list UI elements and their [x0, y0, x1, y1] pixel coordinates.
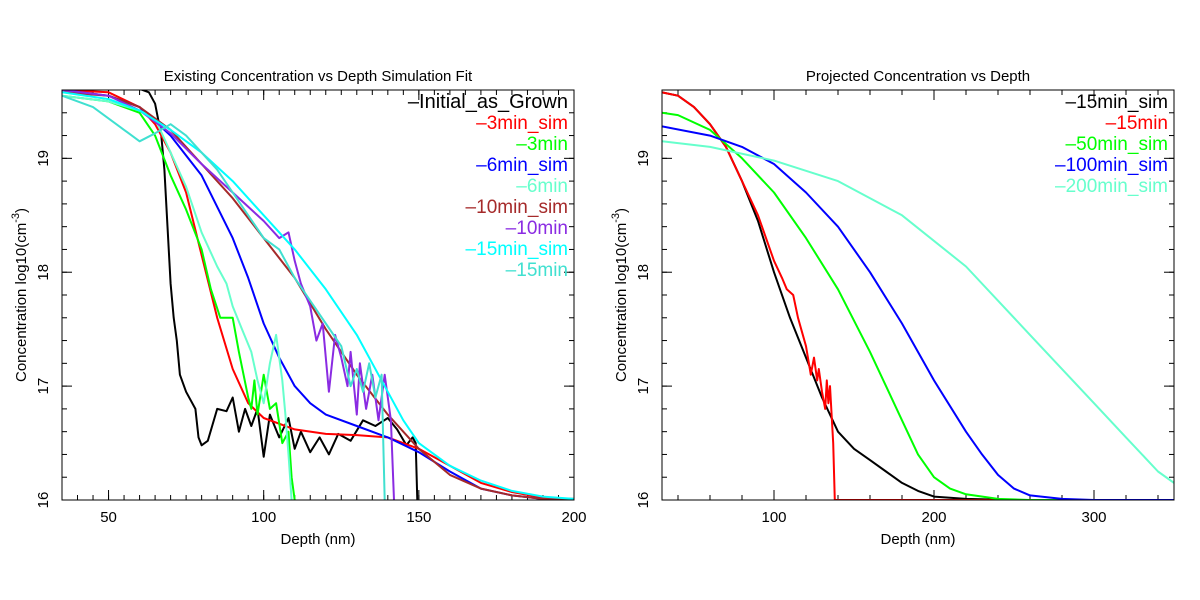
legend-swatch: –	[516, 134, 527, 155]
legend-swatch: –	[1055, 176, 1066, 197]
series-line-15min	[662, 91, 1174, 500]
legend-entry: –3min_sim	[476, 113, 568, 134]
legend-label: 10min	[516, 218, 568, 239]
y-tick-label: 19	[635, 150, 652, 167]
legend-label: 3min	[527, 134, 568, 155]
y-tick-label: 16	[635, 492, 652, 509]
y-tick-label: 18	[35, 264, 52, 281]
legend-entry: –15min_sim	[1066, 92, 1168, 113]
legend-swatch: –	[1106, 113, 1117, 134]
legend-label: 15min_sim	[1076, 92, 1168, 113]
y-axis-label-close: )	[13, 208, 30, 213]
legend-label: 6min	[527, 176, 568, 197]
y-axis-label: Concentration log10(cm-3)	[10, 208, 30, 382]
series-line-3min	[62, 94, 296, 500]
legend-label: Initial_as_Grown	[419, 91, 568, 113]
x-tick-label: 200	[921, 509, 946, 526]
x-tick-label: 200	[561, 509, 586, 526]
legend-swatch: –	[506, 218, 517, 239]
x-tick-label: 300	[1081, 509, 1106, 526]
y-axis-label-sup: -3	[610, 213, 622, 223]
legend-swatch: –	[516, 176, 527, 197]
y-tick-label: 16	[35, 492, 52, 509]
legend-swatch: –	[466, 239, 477, 260]
plot-frame	[661, 89, 1175, 501]
series-line-3min-sim	[62, 90, 574, 500]
left-chart-panel: Existing Concentration vs Depth Simulati…	[10, 68, 587, 548]
legend-swatch: –	[506, 260, 517, 281]
legend-entry: –10min	[506, 218, 568, 239]
y-tick-label: 18	[635, 264, 652, 281]
x-axis-label: Depth (nm)	[280, 531, 355, 548]
legend-entry: –50min_sim	[1066, 134, 1168, 155]
series-line-10min	[62, 90, 395, 500]
y-axis-label: Concentration log10(cm-3)	[610, 208, 630, 382]
x-tick-label: 150	[406, 509, 431, 526]
x-tick-label: 100	[761, 509, 786, 526]
legend-label: 6min_sim	[487, 155, 568, 176]
legend-label: 100min_sim	[1066, 155, 1168, 176]
legend-label: 3min_sim	[487, 113, 568, 134]
y-axis-label-close: )	[613, 208, 630, 213]
legend-swatch: –	[1066, 92, 1077, 113]
y-axis-label-sup: -3	[10, 213, 22, 223]
plot-frame	[61, 89, 575, 501]
legend-label: 15min	[1116, 113, 1168, 134]
x-tick-label: 100	[251, 509, 276, 526]
series-line-initial-as-grown	[139, 90, 419, 500]
legend-swatch: –	[408, 91, 420, 113]
legend-entry: –15min_sim	[466, 239, 568, 260]
series-line-6min	[62, 94, 293, 500]
chart-title: Existing Concentration vs Depth Simulati…	[164, 68, 473, 85]
legend-entry: –6min	[516, 176, 568, 197]
legend-entry: –6min_sim	[476, 155, 568, 176]
y-tick-label: 17	[635, 378, 652, 395]
legend-swatch: –	[1055, 155, 1066, 176]
legend-entry: –10min_sim	[466, 197, 568, 218]
x-tick-label: 50	[100, 509, 117, 526]
legend-entry: –Initial_as_Grown	[408, 91, 568, 113]
y-axis-label-main: Concentration log10(cm	[13, 223, 30, 382]
series-group	[662, 91, 1174, 500]
series-line-15min-sim	[62, 91, 574, 500]
legend-entry: –15min	[1106, 113, 1168, 134]
legend-entry: –3min	[516, 134, 568, 155]
y-axis-label-main: Concentration log10(cm	[613, 223, 630, 382]
legend-swatch: –	[1066, 134, 1077, 155]
series-group	[62, 90, 574, 500]
legend-label: 15min	[516, 260, 568, 281]
series-line-15min	[62, 94, 386, 500]
legend-entry: –100min_sim	[1055, 155, 1168, 176]
legend-entry: –200min_sim	[1055, 176, 1168, 197]
chart-title: Projected Concentration vs Depth	[806, 68, 1030, 85]
legend-swatch: –	[466, 197, 477, 218]
legend-swatch: –	[476, 113, 487, 134]
x-axis-label: Depth (nm)	[880, 531, 955, 548]
series-line-200min-sim	[662, 140, 1174, 484]
series-line-50min-sim	[662, 111, 1174, 500]
legend-label: 15min_sim	[476, 239, 568, 260]
y-tick-label: 17	[35, 378, 52, 395]
legend-entry: –15min	[506, 260, 568, 281]
y-tick-label: 19	[35, 150, 52, 167]
legend-label: 200min_sim	[1066, 176, 1168, 197]
right-chart-panel: Projected Concentration vs Depth 100 200 30…	[610, 68, 1175, 548]
legend-swatch: –	[476, 155, 487, 176]
legend-label: 10min_sim	[476, 197, 568, 218]
legend-label: 50min_sim	[1076, 134, 1168, 155]
